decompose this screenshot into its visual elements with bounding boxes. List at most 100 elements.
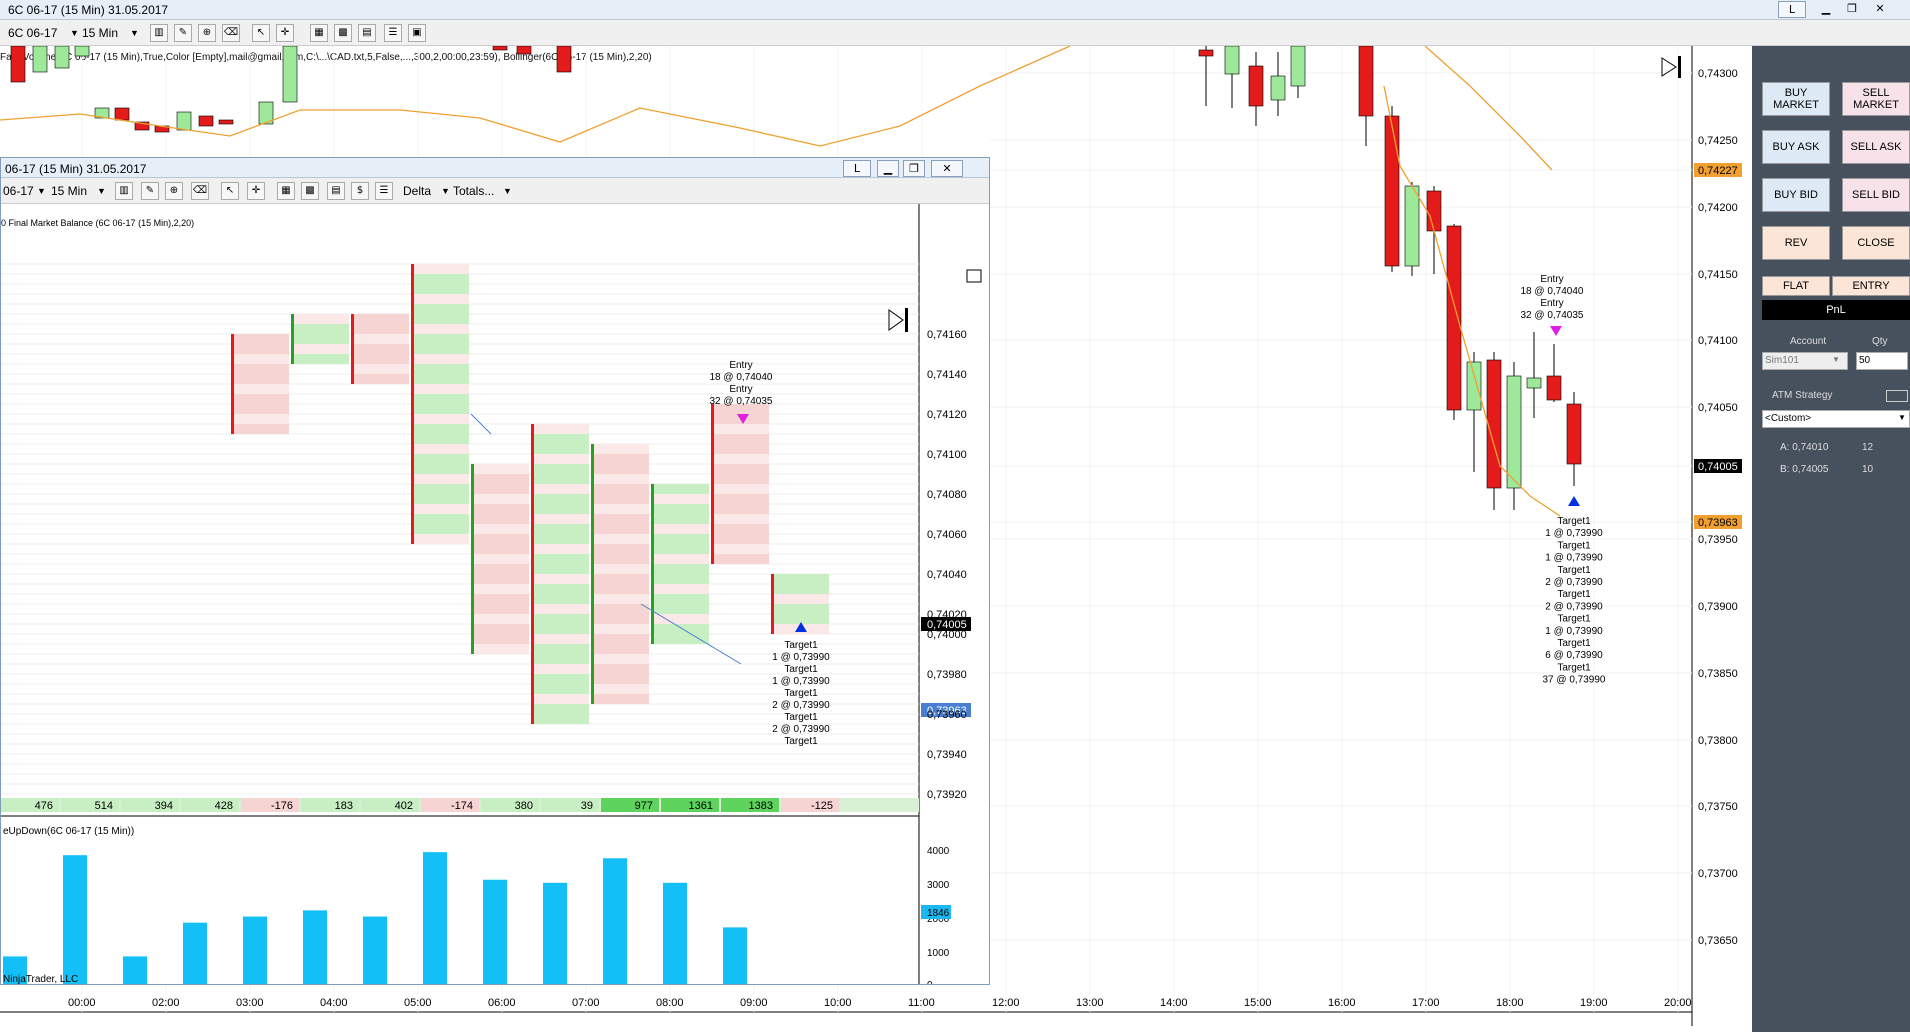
footprint-bar (351, 314, 354, 384)
crosshair-icon[interactable]: ✛ (276, 24, 294, 42)
volume-bar (3, 956, 27, 984)
footprint-cell (653, 524, 709, 534)
price-label: 0,74200 (1698, 202, 1738, 214)
instrument-selector[interactable]: 6C 06-17 (8, 26, 58, 40)
footprint-chart[interactable]: 0,74160 0,74140 0,74120 0,74100 0,74080 0,740… (1, 204, 989, 984)
indicators-icon[interactable]: ▦ (310, 24, 328, 42)
totals-value: 183 (335, 800, 353, 812)
strategies-icon[interactable]: ▩ (301, 182, 319, 200)
chevron-down-icon[interactable]: ▼ (503, 186, 512, 196)
time-label: 07:00 (572, 997, 600, 1009)
totals-cell (361, 798, 419, 812)
footprint-cell (593, 644, 649, 654)
time-label: 15:00 (1244, 997, 1272, 1009)
properties-icon[interactable]: ☰ (375, 182, 393, 200)
restore-icon[interactable]: ❐ (1847, 2, 1857, 15)
totals-value: 1383 (749, 800, 773, 812)
sell-bid-button[interactable]: SELL BID (1842, 178, 1910, 212)
qty-input[interactable]: 50 (1856, 352, 1908, 370)
footprint-cell (713, 404, 769, 414)
zoom-icon[interactable]: ⊕ (165, 182, 183, 200)
child-close-icon[interactable]: ✕ (931, 160, 963, 177)
totals-selector[interactable]: Totals... (453, 184, 495, 198)
entry-annotation: 32 @ 0,74035 (1521, 310, 1584, 321)
footprint-cell (233, 364, 289, 374)
target-annotation: 2 @ 0,73990 (1545, 577, 1603, 588)
candle (134, 121, 150, 131)
footprint-cell (413, 354, 469, 364)
strategies-icon[interactable]: ▩ (334, 24, 352, 42)
child-interval-selector[interactable]: 15 Min (51, 184, 88, 198)
footprint-cell (473, 604, 529, 614)
pencil-icon[interactable]: ✎ (174, 24, 192, 42)
chevron-down-icon[interactable]: ▼ (97, 186, 106, 196)
sell-market-button[interactable]: SELL MARKET (1842, 82, 1910, 116)
close-icon[interactable]: ✕ (1875, 2, 1885, 15)
child-restore-icon[interactable]: ❐ (903, 160, 925, 177)
sell-ask-button[interactable]: SELL ASK (1842, 130, 1910, 164)
footprint-bar (231, 334, 234, 434)
chevron-down-icon[interactable]: ▼ (1898, 413, 1906, 422)
totals-value: 394 (155, 800, 173, 812)
candle (114, 107, 130, 121)
footprint-cell (593, 584, 649, 594)
child-link-button[interactable]: L (843, 160, 871, 177)
footprint-cell (353, 314, 409, 324)
child-chart-window: 06-17 (15 Min) 31.05.2017 L ▁ ❐ ✕ 06-17 … (0, 157, 990, 985)
footprint-cell (533, 654, 589, 664)
properties-icon[interactable]: ☰ (384, 24, 402, 42)
footprint-cell (653, 584, 709, 594)
atm-select[interactable]: <Custom> (1762, 410, 1910, 428)
footprint-cell (353, 354, 409, 364)
bid-price: B: 0,74005 (1780, 464, 1829, 475)
eraser-icon[interactable]: ⌫ (191, 182, 209, 200)
child-minimize-icon[interactable]: ▁ (877, 160, 899, 177)
volume-bar (363, 916, 387, 984)
eraser-icon[interactable]: ⌫ (222, 24, 240, 42)
footprint-cell (233, 414, 289, 424)
footprint-cell (293, 324, 349, 334)
totals-cell (1, 798, 59, 812)
chevron-down-icon[interactable]: ▼ (1832, 355, 1840, 364)
chevron-down-icon[interactable]: ▼ (37, 186, 46, 196)
target-annotation: Target1 (1557, 638, 1591, 649)
target-annotation: Target1 (1557, 589, 1591, 600)
totals-value: 39 (581, 800, 593, 812)
chevron-down-icon[interactable]: ▼ (70, 28, 79, 38)
pointer-icon[interactable]: ↖ (221, 182, 239, 200)
chevron-down-icon[interactable]: ▼ (441, 186, 450, 196)
atm-toggle[interactable] (1886, 390, 1908, 402)
dollar-icon[interactable]: $ (351, 182, 369, 200)
delta-selector[interactable]: Delta (403, 184, 432, 198)
target-annotation: 1 @ 0,73990 (1545, 553, 1603, 564)
entry-annotation: Entry (1540, 274, 1563, 285)
target-annotation: Target1 (784, 664, 818, 675)
interval-selector[interactable]: 15 Min (82, 26, 119, 40)
crosshair-icon[interactable]: ✛ (247, 182, 265, 200)
image-icon[interactable]: ▤ (358, 24, 376, 42)
candle (1486, 359, 1502, 489)
buy-bid-button[interactable]: BUY BID (1762, 178, 1830, 212)
chart-style-icon[interactable]: ▥ (150, 24, 168, 42)
zoom-icon[interactable]: ⊕ (198, 24, 216, 42)
pencil-icon[interactable]: ✎ (141, 182, 159, 200)
footprint-cell (413, 294, 469, 304)
chart-style-icon[interactable]: ▥ (115, 182, 133, 200)
image-icon[interactable]: ▤ (327, 182, 345, 200)
child-instrument-selector[interactable]: 06-17 (3, 184, 34, 198)
data-box-icon[interactable]: ▣ (408, 24, 426, 42)
close-position-button[interactable]: CLOSE (1842, 226, 1910, 260)
minimize-icon[interactable]: ▁ (1821, 2, 1831, 15)
footprint-cell (533, 694, 589, 704)
indicators-icon[interactable]: ▦ (277, 182, 295, 200)
link-button[interactable]: L (1778, 1, 1806, 18)
rev-button[interactable]: REV (1762, 226, 1830, 260)
time-label: 11:00 (908, 997, 935, 1009)
pointer-icon[interactable]: ↖ (252, 24, 270, 42)
buy-ask-button[interactable]: BUY ASK (1762, 130, 1830, 164)
buy-market-button[interactable]: BUY MARKET (1762, 82, 1830, 116)
account-select[interactable]: Sim101 (1762, 352, 1848, 370)
time-label: 16:00 (1328, 997, 1356, 1009)
chevron-down-icon[interactable]: ▼ (130, 28, 139, 38)
totals-cell (721, 798, 779, 812)
